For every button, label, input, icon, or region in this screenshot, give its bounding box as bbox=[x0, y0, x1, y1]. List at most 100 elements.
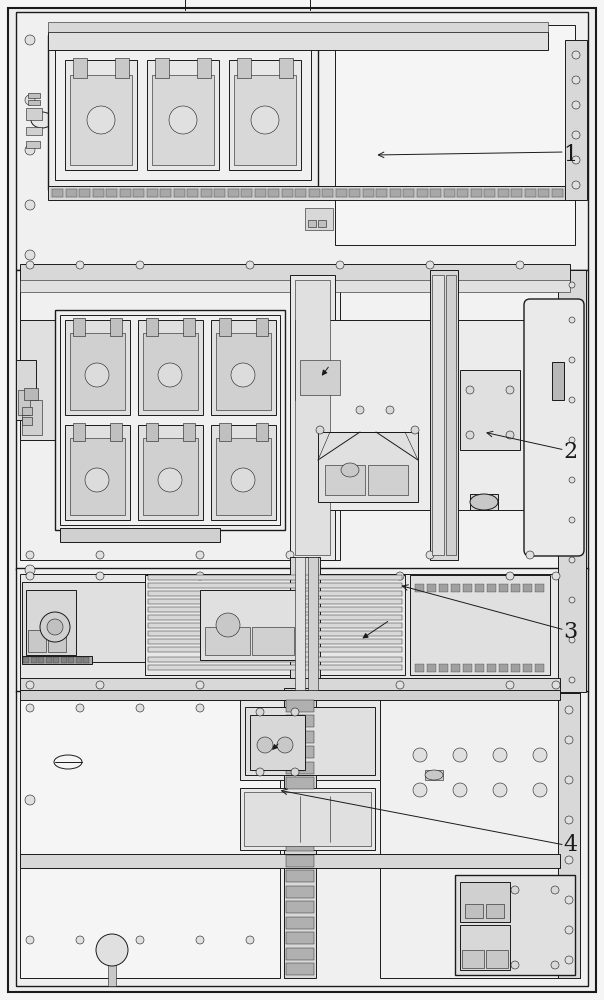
Bar bbox=[290, 275, 335, 560]
Bar bbox=[256, 318, 268, 336]
Circle shape bbox=[561, 216, 569, 224]
Bar bbox=[148, 623, 402, 628]
Bar bbox=[252, 627, 294, 655]
Bar bbox=[20, 275, 340, 560]
Circle shape bbox=[316, 426, 324, 434]
Bar bbox=[52, 189, 63, 197]
Circle shape bbox=[506, 681, 514, 689]
Ellipse shape bbox=[424, 121, 476, 159]
Bar bbox=[417, 189, 428, 197]
Bar bbox=[425, 770, 443, 780]
Bar bbox=[511, 584, 520, 592]
Bar bbox=[152, 75, 214, 165]
Bar bbox=[20, 264, 570, 282]
Bar bbox=[286, 854, 314, 866]
Bar bbox=[26, 108, 42, 120]
Bar bbox=[446, 275, 456, 555]
Bar bbox=[148, 665, 402, 670]
Bar bbox=[268, 189, 279, 197]
Bar bbox=[460, 370, 520, 450]
Circle shape bbox=[413, 783, 427, 797]
Bar bbox=[76, 657, 82, 663]
Circle shape bbox=[533, 783, 547, 797]
Bar bbox=[30, 657, 36, 663]
Bar bbox=[256, 423, 268, 441]
Text: 3: 3 bbox=[564, 621, 578, 643]
Bar bbox=[486, 904, 504, 918]
Bar bbox=[558, 270, 586, 692]
Bar bbox=[229, 60, 301, 170]
Circle shape bbox=[277, 737, 293, 753]
Bar bbox=[115, 58, 129, 78]
Text: 1: 1 bbox=[564, 144, 578, 166]
Bar bbox=[24, 388, 38, 400]
Circle shape bbox=[453, 748, 467, 762]
Bar bbox=[310, 320, 530, 510]
Bar bbox=[487, 664, 496, 672]
Bar bbox=[427, 584, 436, 592]
Bar bbox=[241, 189, 252, 197]
Bar bbox=[148, 575, 402, 580]
Circle shape bbox=[296, 681, 304, 689]
Bar bbox=[295, 189, 306, 197]
Bar bbox=[148, 583, 402, 588]
Bar bbox=[216, 438, 271, 515]
Circle shape bbox=[572, 101, 580, 109]
Circle shape bbox=[25, 200, 35, 210]
Bar bbox=[183, 423, 195, 441]
Circle shape bbox=[552, 572, 560, 580]
Circle shape bbox=[511, 961, 519, 969]
Circle shape bbox=[25, 565, 35, 575]
Bar bbox=[26, 590, 76, 655]
Bar bbox=[48, 22, 548, 32]
Circle shape bbox=[26, 261, 34, 269]
Circle shape bbox=[25, 415, 35, 425]
Bar bbox=[22, 656, 92, 664]
Circle shape bbox=[565, 706, 573, 714]
Bar bbox=[26, 127, 42, 135]
Bar bbox=[318, 220, 326, 227]
Bar bbox=[486, 950, 508, 968]
Circle shape bbox=[425, 35, 435, 45]
Bar bbox=[286, 808, 314, 820]
Bar bbox=[376, 189, 387, 197]
Bar bbox=[73, 423, 85, 441]
Bar bbox=[20, 698, 280, 978]
Bar bbox=[551, 189, 562, 197]
Bar bbox=[286, 777, 314, 789]
Circle shape bbox=[569, 317, 575, 323]
Circle shape bbox=[25, 795, 35, 805]
Bar bbox=[16, 12, 588, 270]
Bar bbox=[23, 657, 29, 663]
Bar bbox=[309, 189, 320, 197]
Bar bbox=[465, 904, 483, 918]
Bar bbox=[65, 60, 137, 170]
Circle shape bbox=[25, 145, 35, 155]
Bar bbox=[48, 35, 318, 190]
Bar bbox=[439, 584, 448, 592]
Bar bbox=[228, 189, 239, 197]
Bar bbox=[308, 557, 318, 690]
Bar bbox=[511, 664, 520, 672]
Circle shape bbox=[26, 936, 34, 944]
Circle shape bbox=[569, 557, 575, 563]
Circle shape bbox=[356, 406, 364, 414]
Circle shape bbox=[561, 126, 569, 134]
Circle shape bbox=[196, 681, 204, 689]
Bar bbox=[147, 60, 219, 170]
Circle shape bbox=[565, 856, 573, 864]
Circle shape bbox=[85, 468, 109, 492]
Bar bbox=[216, 333, 271, 410]
Bar bbox=[499, 584, 508, 592]
Bar bbox=[245, 707, 375, 775]
Circle shape bbox=[251, 106, 279, 134]
Bar bbox=[308, 220, 316, 227]
Bar bbox=[79, 189, 90, 197]
Bar bbox=[552, 362, 564, 400]
Bar bbox=[455, 875, 575, 975]
Bar bbox=[160, 189, 171, 197]
Bar bbox=[451, 664, 460, 672]
Circle shape bbox=[286, 551, 294, 559]
Bar bbox=[211, 320, 276, 415]
Circle shape bbox=[516, 261, 524, 269]
